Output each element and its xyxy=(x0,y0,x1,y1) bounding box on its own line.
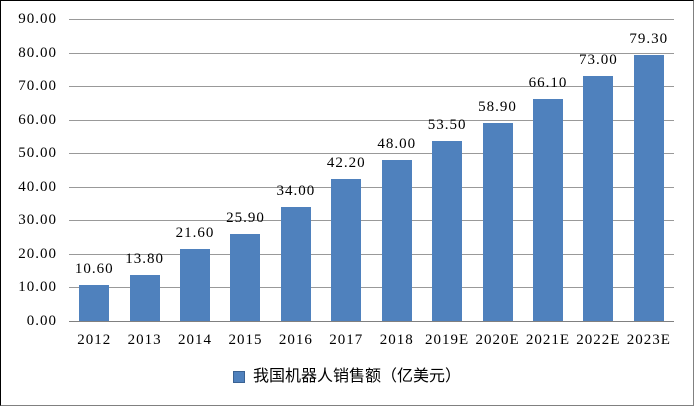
bar-slot: 13.80 xyxy=(119,19,169,321)
x-tick-label: 2019E xyxy=(425,332,470,348)
bar-slot: 34.00 xyxy=(271,19,321,321)
y-tick-label: 20.00 xyxy=(18,245,57,262)
gridline xyxy=(69,153,674,155)
bar xyxy=(532,99,563,321)
gridline xyxy=(69,220,674,222)
gridline xyxy=(69,119,674,121)
x-axis-line xyxy=(69,321,674,322)
gridline xyxy=(69,86,674,88)
bar xyxy=(633,54,664,321)
x-tick-label: 2014 xyxy=(178,332,213,348)
x-tick-label: 2015 xyxy=(228,332,263,348)
bar xyxy=(381,159,412,321)
bar xyxy=(280,206,311,321)
x-tick-label: 2022E xyxy=(576,332,621,348)
bar-value-label: 48.00 xyxy=(377,135,417,152)
legend-swatch-icon xyxy=(232,371,245,383)
bar-slot: 21.60 xyxy=(170,19,220,321)
bar-value-label: 79.30 xyxy=(629,30,669,47)
bar-value-label: 34.00 xyxy=(276,182,316,199)
bar xyxy=(583,76,614,321)
y-tick-label: 40.00 xyxy=(18,178,57,195)
x-tick-label: 2021E xyxy=(525,332,571,348)
plot-area: 10.60 13.80 21.60 25.90 34.00 42.20 48.00 53.50… xyxy=(69,19,674,322)
y-tick-label: 0.00 xyxy=(26,313,57,329)
bar-value-label: 58.90 xyxy=(478,99,517,116)
legend: 我国机器人销售额（亿美元） xyxy=(1,365,693,389)
bar-slot: 10.60 xyxy=(69,19,119,321)
gridline xyxy=(69,19,674,20)
y-tick-label: 10.00 xyxy=(18,279,57,296)
x-tick-label: 2020E xyxy=(475,332,520,348)
bar xyxy=(482,123,513,321)
x-tick-label: 2016 xyxy=(278,332,313,348)
y-tick-label: 60.00 xyxy=(18,111,57,128)
bar xyxy=(432,141,463,321)
y-tick-label: 90.00 xyxy=(18,11,57,27)
y-tick-label: 80.00 xyxy=(18,44,57,61)
y-tick-label: 30.00 xyxy=(18,212,57,229)
x-tick-label: 2023E xyxy=(626,332,671,348)
x-tick-label: 2018 xyxy=(379,332,414,348)
bar xyxy=(180,248,211,321)
gridline xyxy=(69,253,674,255)
bar-value-label: 10.60 xyxy=(74,261,114,278)
bar-slot: 73.00 xyxy=(573,19,623,321)
x-tick-label: 2012 xyxy=(77,332,112,348)
bar-value-label: 21.60 xyxy=(175,224,215,241)
bar-value-label: 53.50 xyxy=(427,117,467,134)
bar-slot: 66.10 xyxy=(523,19,573,321)
bar-slot: 42.20 xyxy=(321,19,371,321)
bar-slot: 79.30 xyxy=(624,19,674,321)
gridline xyxy=(69,52,674,54)
bar-value-label: 42.20 xyxy=(326,155,366,172)
bar-value-label: 66.10 xyxy=(528,75,568,92)
gridline xyxy=(69,287,674,289)
x-tick-label: 2013 xyxy=(127,332,162,348)
bar-slot: 53.50 xyxy=(422,19,472,321)
bar xyxy=(129,274,160,321)
gridline xyxy=(69,186,674,188)
bar xyxy=(331,179,362,321)
bar-slot: 58.90 xyxy=(472,19,522,321)
y-tick-label: 50.00 xyxy=(18,145,57,162)
x-axis-labels: 2012 2013 2014 2015 2016 2017 2018 2019E 2020E 20… xyxy=(69,331,674,351)
bar-value-label: 73.00 xyxy=(578,52,618,69)
bar-value-label: 13.80 xyxy=(125,250,164,267)
x-tick-label: 2017 xyxy=(329,332,364,348)
bar xyxy=(230,234,261,321)
bar-value-label: 25.90 xyxy=(226,210,265,227)
y-axis-labels: 0.00 10.00 20.00 30.00 40.00 50.00 60.00 70.00 8… xyxy=(1,11,57,329)
y-tick-label: 70.00 xyxy=(18,78,57,95)
bar-slot: 25.90 xyxy=(220,19,270,321)
bar xyxy=(79,285,110,321)
legend-label: 我国机器人销售额（亿美元） xyxy=(252,368,461,385)
bar-slot: 48.00 xyxy=(372,19,422,321)
